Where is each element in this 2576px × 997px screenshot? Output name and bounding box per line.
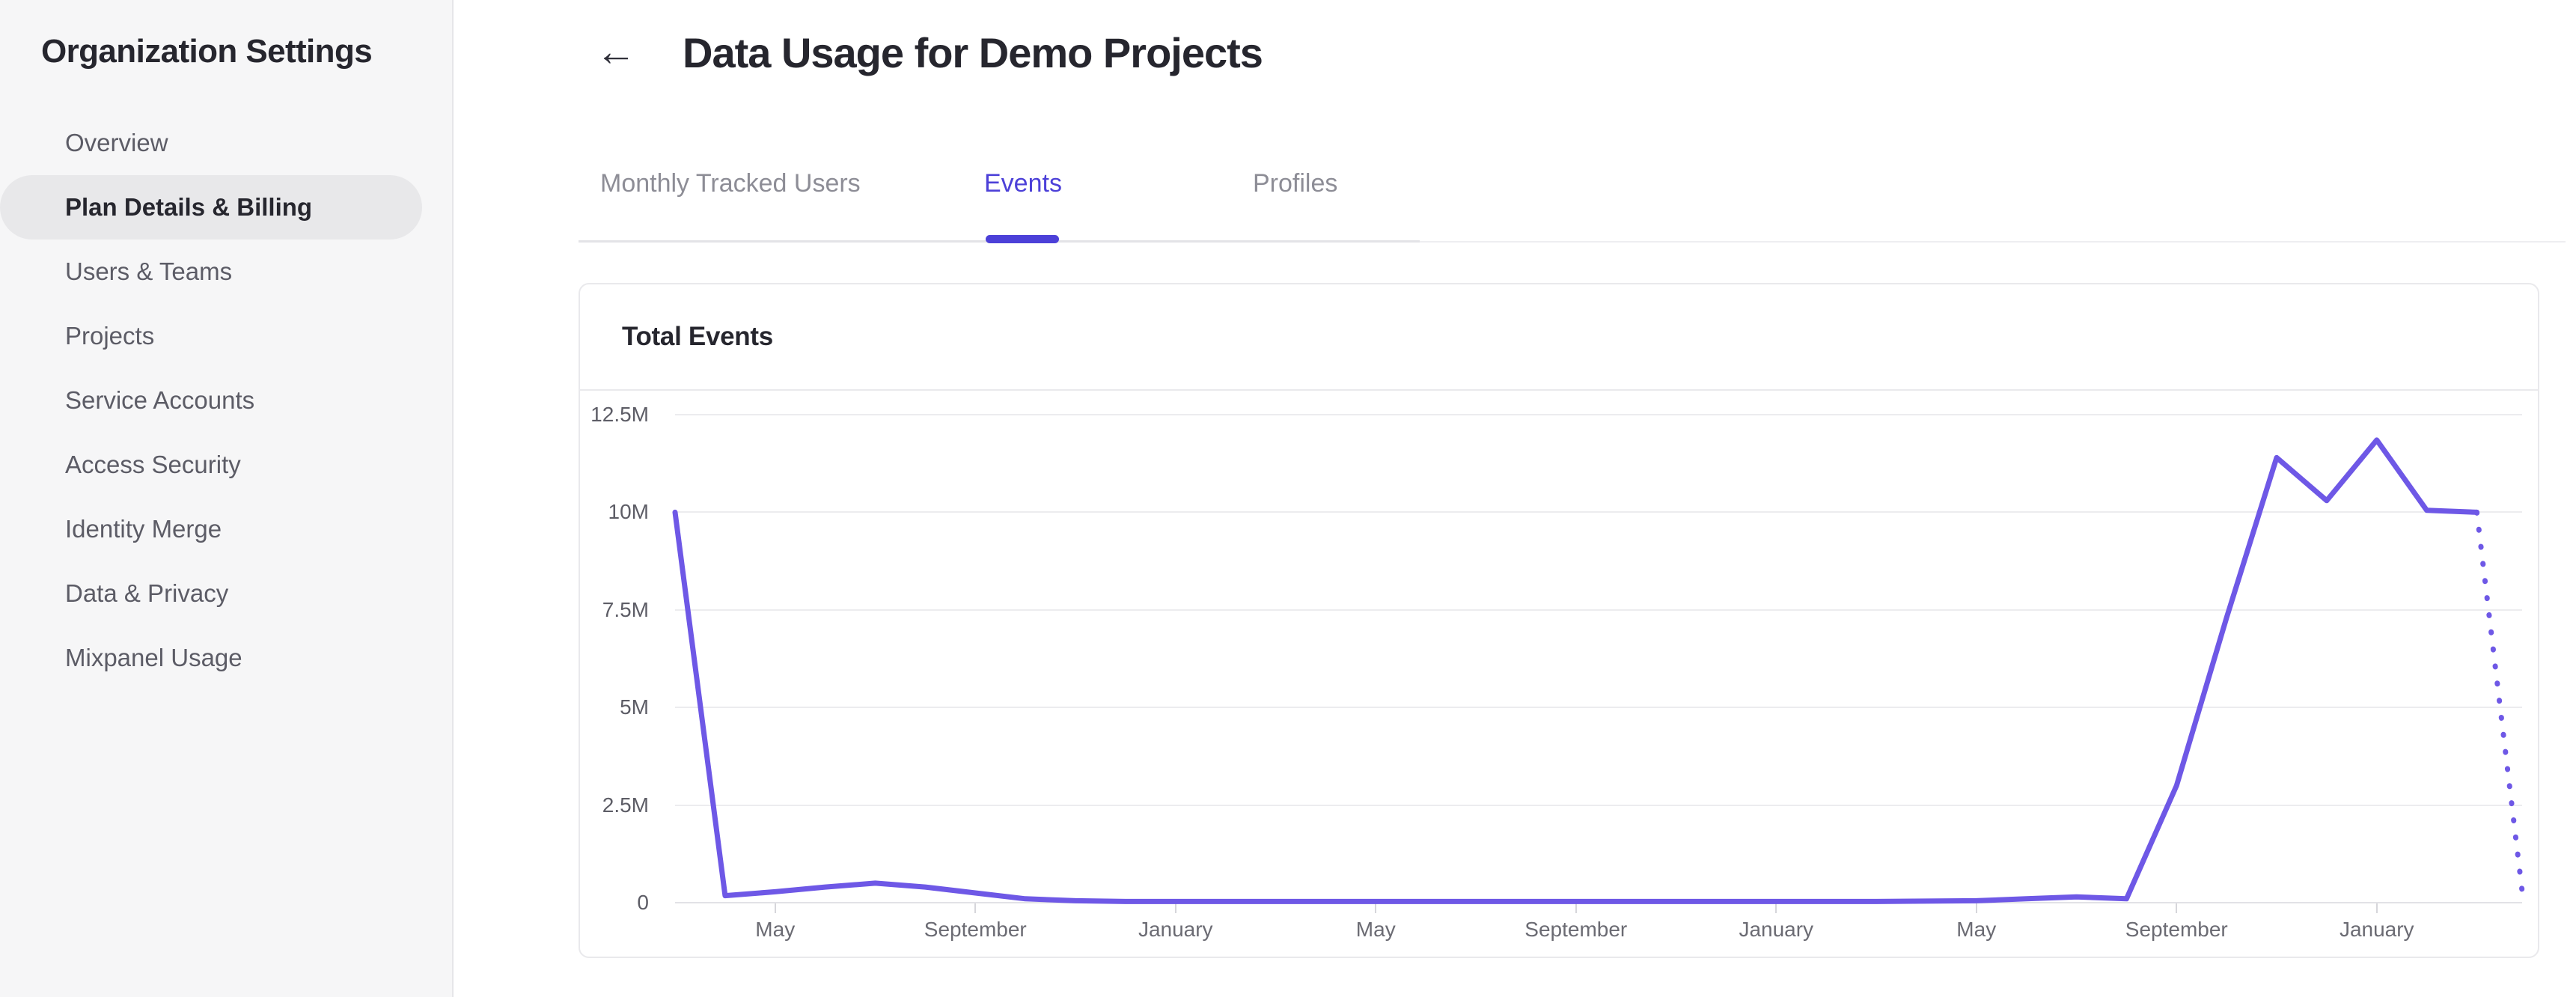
tab-profiles[interactable]: Profiles: [1253, 169, 1338, 198]
page-title: Data Usage for Demo Projects: [683, 29, 1263, 76]
sidebar-item-users-teams[interactable]: Users & Teams: [65, 257, 233, 285]
total-events-series-line: [672, 437, 2525, 904]
sidebar-title: Organization Settings: [41, 33, 373, 70]
x-axis-label: September: [1524, 918, 1628, 941]
x-axis-label: May: [1355, 918, 1396, 941]
x-axis-label: September: [2125, 918, 2228, 941]
sidebar-item-service-accounts[interactable]: Service Accounts: [65, 386, 255, 414]
total-events-card: Total Events 12.5M 10M 7.5M 5M 2.5M 0 May Septe…: [579, 283, 2539, 958]
gridline-5M: [675, 707, 2522, 709]
x-axis-tick: [1575, 903, 1577, 913]
x-axis-tick: [1375, 903, 1377, 913]
y-axis-label: 12.5M: [590, 403, 649, 426]
gridline-0: [675, 902, 2522, 903]
gridline-7.5M: [675, 609, 2522, 611]
y-axis-label: 10M: [608, 500, 649, 524]
gridline-12.5M: [675, 414, 2522, 415]
sidebar-nav: Overview Plan Details & Billing Users & Te…: [0, 111, 452, 690]
x-axis-label: January: [1138, 918, 1213, 941]
x-axis-label: September: [924, 918, 1027, 941]
sidebar-item-overview[interactable]: Overview: [65, 129, 168, 156]
events-line-chart: 12.5M 10M 7.5M 5M 2.5M 0 May September January Ma…: [580, 284, 2538, 957]
x-axis-tick: [1174, 903, 1176, 913]
x-axis-tick: [974, 903, 977, 913]
x-axis-tick: [2375, 903, 2378, 913]
sidebar-item-plan-details-billing[interactable]: Plan Details & Billing: [0, 175, 422, 240]
x-axis-tick: [1775, 903, 1777, 913]
x-axis-tick: [774, 903, 776, 913]
x-axis-tick: [2176, 903, 2178, 913]
x-axis-label: May: [1956, 918, 1997, 941]
tab-bar-divider: [579, 241, 2566, 243]
sidebar-item-data-privacy[interactable]: Data & Privacy: [65, 579, 229, 607]
y-axis-label: 0: [637, 891, 649, 914]
sidebar-item-mixpanel-usage[interactable]: Mixpanel Usage: [65, 644, 242, 671]
projected-usage-dotted-line: [2474, 509, 2525, 894]
back-arrow-icon[interactable]: ←: [596, 29, 636, 74]
y-axis-label: 7.5M: [602, 597, 649, 621]
tab-events[interactable]: Events: [984, 169, 1062, 198]
gridline-10M: [675, 511, 2522, 513]
x-axis-tick: [1975, 903, 1977, 913]
card-header: Total Events: [580, 284, 2538, 391]
y-axis-label: 2.5M: [602, 793, 649, 817]
sidebar-item-projects[interactable]: Projects: [65, 322, 155, 350]
y-axis-label: 5M: [620, 695, 649, 719]
x-axis-label: May: [755, 918, 796, 941]
x-axis-label: January: [1739, 918, 1814, 941]
sidebar-item-access-security[interactable]: Access Security: [65, 451, 241, 478]
card-title: Total Events: [622, 322, 773, 351]
tab-monthly-tracked-users[interactable]: Monthly Tracked Users: [600, 169, 861, 198]
sidebar-item-identity-merge[interactable]: Identity Merge: [65, 515, 222, 543]
x-axis-label: January: [2339, 918, 2414, 941]
active-tab-indicator: [986, 235, 1059, 243]
gridline-2.5M: [675, 804, 2522, 806]
sidebar: Organization Settings Overview Plan Detai…: [0, 0, 454, 997]
